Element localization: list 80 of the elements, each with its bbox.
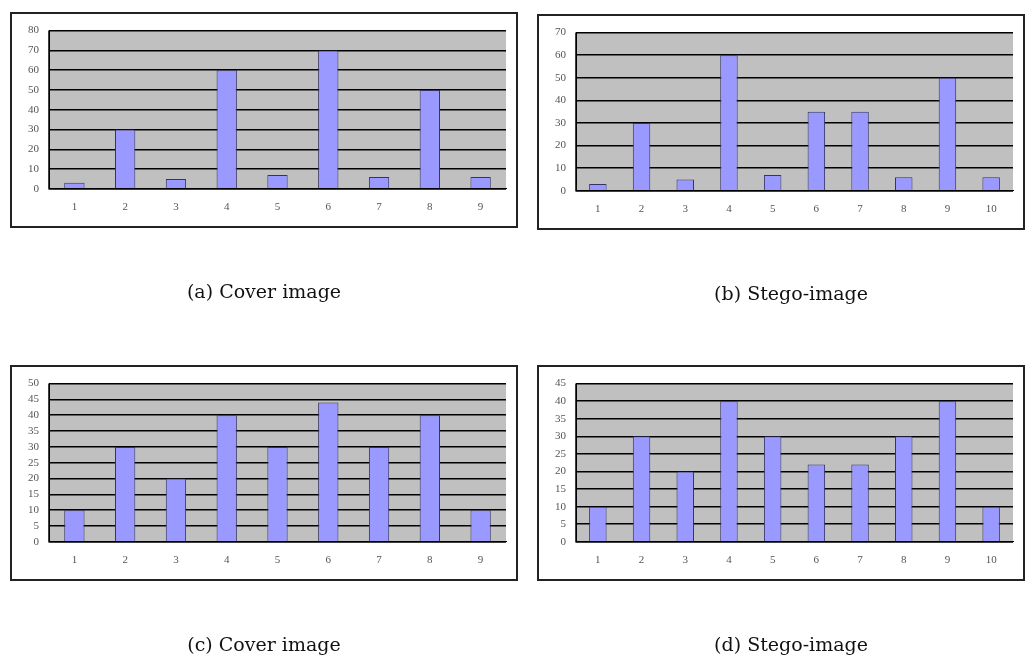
y-tick-label: 40 (28, 408, 40, 421)
x-tick-label: 5 (274, 200, 281, 213)
x-tick-label: 6 (813, 202, 820, 215)
y-tick-label: 0 (560, 534, 567, 547)
x-tick-label: 5 (274, 553, 281, 566)
y-tick-label: 45 (555, 376, 567, 389)
y-tick-label: 40 (28, 102, 40, 115)
x-tick-label: 4 (726, 553, 733, 566)
x-tick-label: 4 (223, 200, 230, 213)
y-tick-label: 10 (555, 161, 567, 174)
y-tick-label: 30 (555, 429, 567, 442)
y-tick-label: 40 (555, 394, 567, 407)
x-tick-label: 3 (173, 553, 180, 566)
y-tick-label: 50 (28, 376, 40, 389)
x-tick-label: 7 (376, 553, 383, 566)
x-tick-label: 4 (726, 202, 733, 215)
y-tick-label: 20 (555, 138, 567, 151)
y-tick-label: 15 (555, 481, 567, 494)
y-tick-label: 20 (28, 142, 40, 155)
x-tick-label: 9 (944, 553, 951, 566)
x-tick-label: 2 (122, 200, 128, 213)
x-tick-label: 9 (477, 553, 484, 566)
y-tick-label: 5 (33, 518, 40, 531)
x-tick-label: 10 (985, 202, 998, 215)
x-tick-label: 2 (122, 553, 128, 566)
x-tick-label: 1 (595, 553, 601, 566)
x-tick-label: 8 (427, 200, 434, 213)
y-tick-label: 10 (28, 503, 40, 516)
x-tick-label: 6 (813, 553, 820, 566)
y-tick-label: 5 (560, 517, 567, 530)
y-tick-label: 10 (555, 499, 567, 512)
y-tick-label: 0 (33, 534, 40, 547)
y-tick-label: 35 (555, 411, 567, 424)
x-tick-label: 5 (769, 553, 776, 566)
x-tick-label: 6 (325, 200, 332, 213)
x-tick-label: 3 (682, 202, 689, 215)
y-tick-label: 40 (555, 93, 567, 106)
text: (d) Stego-image (713, 633, 869, 655)
x-tick-label: 6 (325, 553, 332, 566)
y-tick-label: 30 (28, 122, 40, 135)
y-tick-label: 15 (28, 487, 40, 500)
y-tick-label: 70 (28, 43, 40, 56)
y-tick-label: 80 (28, 23, 40, 36)
text: (b) Stego-image (713, 282, 869, 304)
y-tick-label: 10 (28, 161, 40, 174)
x-tick-label: 3 (682, 553, 689, 566)
x-tick-label: 2 (638, 202, 645, 215)
y-tick-label: 70 (555, 25, 567, 38)
x-tick-label: 8 (901, 202, 907, 215)
y-tick-label: 60 (28, 63, 40, 76)
x-tick-label: 9 (477, 200, 484, 213)
x-tick-label: 7 (857, 202, 864, 215)
x-tick-label: 1 (71, 553, 78, 566)
x-tick-label: 1 (595, 202, 601, 215)
y-tick-label: 20 (555, 464, 567, 477)
text: (a) Cover image (185, 280, 343, 302)
x-tick-label: 7 (376, 200, 383, 213)
y-tick-label: 20 (28, 471, 40, 484)
y-tick-label: 0 (560, 183, 567, 196)
x-tick-label: 8 (427, 553, 434, 566)
x-tick-label: 8 (901, 553, 907, 566)
x-tick-label: 1 (71, 200, 78, 213)
x-tick-label: 5 (769, 202, 776, 215)
x-tick-label: 7 (857, 553, 864, 566)
y-tick-label: 45 (28, 392, 40, 405)
y-tick-label: 0 (33, 181, 40, 194)
x-tick-label: 4 (223, 553, 230, 566)
y-tick-label: 60 (555, 48, 567, 61)
x-tick-label: 10 (985, 553, 998, 566)
y-tick-label: 50 (555, 70, 567, 83)
y-tick-label: 25 (555, 446, 567, 459)
y-tick-label: 30 (28, 439, 40, 452)
y-tick-label: 50 (28, 82, 40, 95)
y-tick-label: 30 (555, 115, 567, 128)
x-tick-label: 3 (173, 200, 180, 213)
text: (c) Cover image (186, 633, 342, 655)
x-tick-label: 9 (944, 202, 951, 215)
y-tick-label: 35 (28, 423, 40, 436)
y-tick-label: 25 (28, 455, 40, 468)
x-tick-label: 2 (638, 553, 645, 566)
